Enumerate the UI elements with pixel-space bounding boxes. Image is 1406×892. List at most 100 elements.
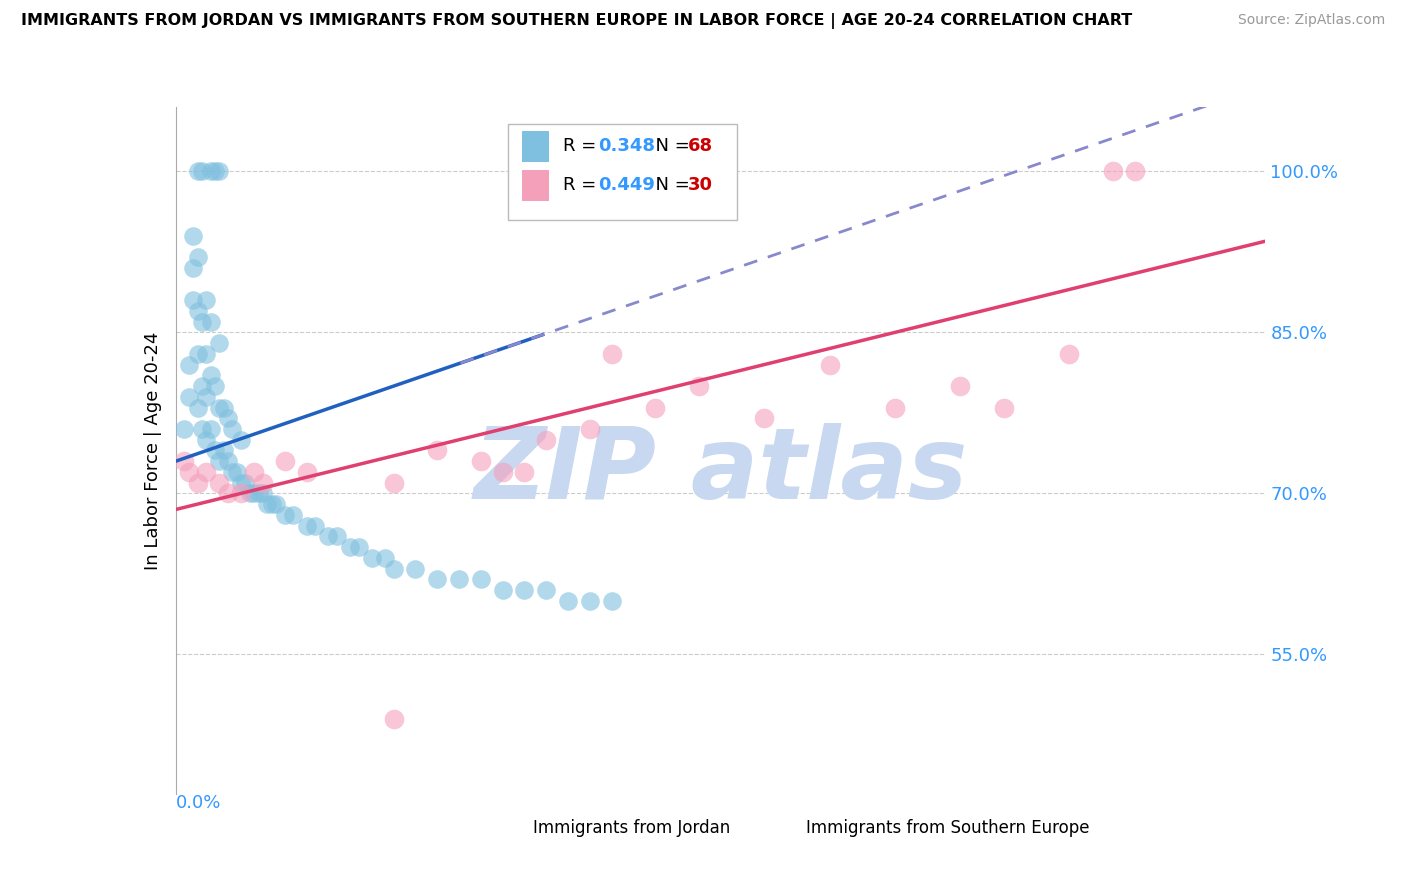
Point xyxy=(993,401,1015,415)
Point xyxy=(426,443,449,458)
Point xyxy=(200,315,222,329)
Point xyxy=(195,293,218,308)
Point xyxy=(200,368,222,383)
Point xyxy=(186,347,209,361)
Point xyxy=(231,475,253,490)
Point xyxy=(557,593,579,607)
Point xyxy=(247,486,270,500)
Text: R =: R = xyxy=(562,137,602,155)
Point xyxy=(447,572,470,586)
Point xyxy=(318,529,340,543)
Text: ZIP atlas: ZIP atlas xyxy=(474,423,967,519)
Point xyxy=(204,164,226,178)
Text: IMMIGRANTS FROM JORDAN VS IMMIGRANTS FROM SOUTHERN EUROPE IN LABOR FORCE | AGE 2: IMMIGRANTS FROM JORDAN VS IMMIGRANTS FRO… xyxy=(21,13,1132,29)
Text: 68: 68 xyxy=(688,137,713,155)
Point xyxy=(513,582,536,597)
Point xyxy=(191,315,214,329)
Point xyxy=(231,433,253,447)
Point xyxy=(181,260,204,275)
Point xyxy=(186,475,209,490)
Point xyxy=(579,422,602,436)
Point xyxy=(382,475,405,490)
Point xyxy=(239,486,262,500)
Point xyxy=(426,572,449,586)
Point xyxy=(374,550,396,565)
Point xyxy=(295,465,318,479)
Point xyxy=(295,518,318,533)
Point xyxy=(231,486,253,500)
Point xyxy=(204,379,226,393)
Point xyxy=(217,486,239,500)
Text: 0.0%: 0.0% xyxy=(176,794,221,812)
Point xyxy=(252,475,274,490)
Point xyxy=(208,164,231,178)
Point xyxy=(688,379,710,393)
Point xyxy=(177,358,200,372)
Point xyxy=(470,572,492,586)
Point xyxy=(274,454,297,468)
Point xyxy=(644,401,666,415)
Text: 30: 30 xyxy=(688,177,713,194)
Point xyxy=(1057,347,1080,361)
Point xyxy=(360,550,382,565)
Point xyxy=(191,164,214,178)
Point xyxy=(347,540,370,554)
Point xyxy=(221,422,243,436)
Point xyxy=(252,486,274,500)
Point xyxy=(221,465,243,479)
Point xyxy=(884,401,907,415)
Point xyxy=(243,486,266,500)
Point xyxy=(534,433,557,447)
Y-axis label: In Labor Force | Age 20-24: In Labor Force | Age 20-24 xyxy=(143,331,162,570)
Point xyxy=(256,497,278,511)
Point xyxy=(326,529,349,543)
Point xyxy=(204,443,226,458)
Point xyxy=(260,497,283,511)
Point xyxy=(225,465,247,479)
Point xyxy=(492,582,515,597)
Point xyxy=(235,475,257,490)
Point xyxy=(208,401,231,415)
Point xyxy=(177,390,200,404)
Point xyxy=(177,465,200,479)
Point xyxy=(195,347,218,361)
Text: 0.348: 0.348 xyxy=(599,137,655,155)
Point xyxy=(181,293,204,308)
Point xyxy=(195,433,218,447)
Text: N =: N = xyxy=(644,177,696,194)
Point xyxy=(191,422,214,436)
Point xyxy=(754,411,776,425)
FancyBboxPatch shape xyxy=(508,124,737,220)
Point xyxy=(181,228,204,243)
Point xyxy=(217,411,239,425)
Point xyxy=(191,379,214,393)
Point xyxy=(513,465,536,479)
Point xyxy=(186,164,209,178)
Point xyxy=(274,508,297,522)
Point xyxy=(186,250,209,264)
Text: 0.449: 0.449 xyxy=(599,177,655,194)
Point xyxy=(283,508,305,522)
Point xyxy=(818,358,841,372)
Point xyxy=(1102,164,1125,178)
Point xyxy=(195,465,218,479)
Point xyxy=(208,454,231,468)
Text: Immigrants from Southern Europe: Immigrants from Southern Europe xyxy=(806,819,1090,838)
Point xyxy=(304,518,326,533)
Point xyxy=(212,401,235,415)
Text: Source: ZipAtlas.com: Source: ZipAtlas.com xyxy=(1237,13,1385,28)
Point xyxy=(186,304,209,318)
Text: R =: R = xyxy=(562,177,602,194)
Point xyxy=(212,443,235,458)
Point xyxy=(339,540,361,554)
Point xyxy=(579,593,602,607)
Text: N =: N = xyxy=(644,137,696,155)
Point xyxy=(382,561,405,575)
Bar xyxy=(503,814,527,842)
Text: Immigrants from Jordan: Immigrants from Jordan xyxy=(533,819,730,838)
Point xyxy=(534,582,557,597)
Point xyxy=(600,593,623,607)
Point xyxy=(405,561,427,575)
Point xyxy=(195,390,218,404)
Point xyxy=(200,164,222,178)
